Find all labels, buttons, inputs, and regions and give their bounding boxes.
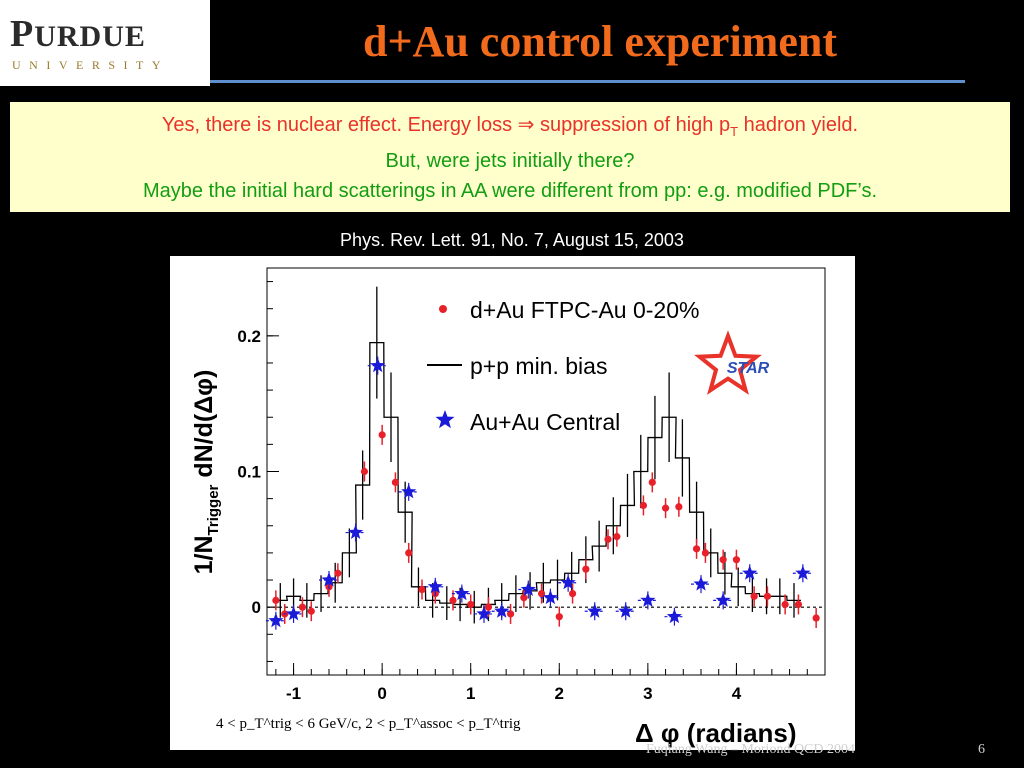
series-auau-point	[742, 565, 758, 580]
series-dau-point	[648, 478, 656, 486]
series-dau-point	[520, 594, 528, 602]
x-tick-label: 1	[466, 684, 475, 703]
series-auau-point	[494, 603, 510, 618]
series-auau-point	[401, 483, 417, 499]
series-auau-point	[587, 603, 603, 618]
legend-dau-marker	[439, 305, 447, 313]
x-tick-label: 0	[377, 684, 386, 703]
series-auau-point	[542, 589, 558, 605]
series-dau-point	[692, 545, 701, 553]
series-dau-point	[781, 600, 789, 609]
star-experiment-logo: STAR	[694, 330, 770, 395]
series-dau-point	[732, 556, 741, 564]
purdue-wordmark: PURDUE	[10, 13, 146, 55]
series-auau-point	[640, 592, 656, 607]
callout-line-3: Maybe the initial hard scatterings in AA…	[142, 180, 878, 202]
series-dau-point	[675, 503, 683, 511]
series-dau-point	[272, 596, 280, 604]
legend-auau-marker	[435, 410, 455, 429]
legend-pp-label: p+p min. bias	[470, 353, 607, 379]
series-auau-point	[715, 592, 731, 607]
y-tick-label: 0.2	[237, 327, 261, 346]
series-auau-point	[370, 357, 386, 373]
series-dau-point	[812, 614, 820, 622]
series-dau-point	[405, 549, 413, 557]
y-axis-label: 1/NTrigger dN/d(Δφ)	[190, 370, 222, 575]
series-dau-point	[484, 603, 493, 611]
callout-line-2: But, were jets initially there?	[385, 150, 635, 172]
star-logo-outline	[694, 330, 762, 395]
purdue-logo: PURDUE UNIVERSITY	[0, 0, 210, 86]
y-tick-label: 0.1	[237, 463, 261, 482]
y-tick-label: 0	[252, 598, 261, 617]
callout-box: Yes, there is nuclear effect. Energy los…	[10, 102, 1010, 212]
series-dau-point	[391, 478, 400, 486]
series-dau-point	[298, 603, 307, 611]
series-dau-point	[506, 610, 515, 618]
purdue-subtitle: UNIVERSITY	[12, 58, 169, 72]
series-auau-point	[268, 612, 284, 628]
page-number: 6	[978, 742, 985, 757]
series-dau-point	[378, 431, 386, 439]
series-dau-point	[418, 585, 426, 594]
series-dau-point	[719, 556, 727, 564]
legend-auau-label: Au+Au Central	[470, 409, 620, 435]
series-auau-point	[348, 524, 364, 539]
x-tick-label: -1	[286, 684, 301, 703]
series-dau-point	[794, 600, 803, 609]
callout-line-1: Yes, there is nuclear effect. Energy los…	[161, 114, 859, 139]
series-dau-point	[661, 504, 670, 512]
footer-author: Fuqiang Wang – Moriond QCD 2004	[646, 742, 856, 757]
series-dau-point	[750, 592, 758, 600]
series-dau-point	[613, 533, 621, 541]
chart-svg: -1 0 1 2 3 4 0 0.1 0.2 d+Au FTPC-Au 0-20% p+p min.…	[190, 267, 826, 748]
series-auau-point	[560, 574, 576, 590]
series-dau-point	[604, 535, 612, 543]
series-dau-point	[568, 590, 577, 598]
plot-frame	[266, 267, 826, 676]
series-dau-point	[763, 592, 772, 600]
series-auau-point	[693, 576, 709, 591]
kinematic-cut-label: 4 < p_T^trig < 6 GeV/c, 2 < p_T^assoc < …	[216, 716, 521, 732]
series-dau-point	[555, 613, 563, 621]
series-auau-point	[427, 578, 443, 594]
series-dau-point	[467, 600, 475, 609]
citation: Phys. Rev. Lett. 91, No. 7, August 15, 2…	[340, 230, 684, 250]
x-tick-label: 2	[555, 684, 564, 703]
series-auau-point	[795, 565, 811, 580]
series-dau-point	[701, 549, 710, 557]
series-auau-point	[666, 608, 682, 624]
x-tick-label: 4	[732, 684, 742, 703]
series-dau-point	[639, 501, 648, 510]
chart-legend: d+Au FTPC-Au 0-20% p+p min. bias Au+Au Cen…	[427, 297, 699, 435]
star-logo-text: STAR	[727, 360, 770, 377]
series-dau-point	[582, 565, 590, 573]
series-dau-point	[307, 607, 315, 615]
correlation-figure: -1 0 1 2 3 4 0 0.1 0.2 d+Au FTPC-Au 0-20% p+p min.…	[170, 256, 855, 750]
series-auau-point	[321, 572, 337, 587]
slide-title: d+Au control experiment	[363, 17, 837, 66]
series-auau-point	[286, 605, 302, 621]
series-dau-point	[449, 596, 457, 604]
series-dau-point	[360, 467, 369, 476]
x-axis-label: Δ φ (radians)	[635, 718, 797, 748]
series-auau-point	[454, 585, 470, 601]
title-underline	[210, 80, 965, 83]
series-auau-point	[520, 581, 536, 596]
legend-dau-label: d+Au FTPC-Au 0-20%	[470, 297, 699, 323]
series-auau-point	[476, 605, 492, 621]
x-tick-label: 3	[643, 684, 652, 703]
series-dau-point	[334, 569, 342, 577]
series-auau-point	[618, 603, 634, 618]
